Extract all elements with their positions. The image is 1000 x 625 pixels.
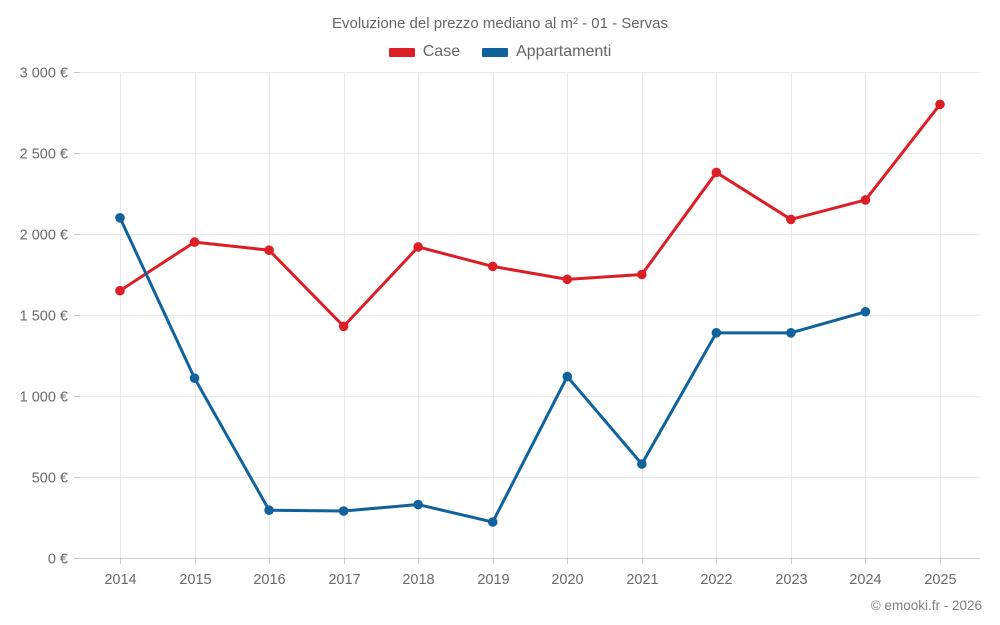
x-tick-label: 2020 [551,572,583,588]
y-tick-label: 1 000 € [20,390,68,406]
x-tick-label: 2018 [402,572,434,588]
x-tick-label: 2025 [924,572,956,588]
legend-label-appartamenti: Appartamenti [516,43,612,60]
x-tick-label: 2016 [253,572,285,588]
data-point-appartamenti[interactable] [711,328,722,338]
data-point-case[interactable] [860,195,871,205]
data-point-appartamenti[interactable] [786,328,796,338]
legend-item-appartamenti[interactable]: Appartamenti [482,43,611,61]
y-axis-tick-labels: 0 € 500 € 1 000 € 1 500 € 2 000 € 2 500 € 3 00… [20,66,68,568]
x-axis-tick-labels: 2014 2015 2016 2017 2018 2019 2020 2021 2022 2023… [104,572,956,588]
x-tick-label: 2022 [700,572,732,588]
data-series-group [115,99,945,527]
y-tick-label: 1 500 € [20,309,68,325]
credit-footer: © emooki.fr - 2026 [870,598,982,613]
y-tick-label: 500 € [32,471,68,487]
data-point-appartamenti[interactable] [487,517,498,527]
data-point-case[interactable] [264,245,274,255]
vertical-gridlines [120,72,941,558]
x-tick-label: 2021 [626,572,658,588]
axis-lines [74,72,980,564]
data-point-appartamenti[interactable] [860,306,871,317]
data-point-appartamenti[interactable] [637,459,647,469]
legend-swatch-case [388,47,415,57]
x-tick-label: 2024 [849,572,881,588]
data-point-case[interactable] [115,285,125,296]
data-point-case[interactable] [487,261,498,272]
data-point-case[interactable] [562,274,573,285]
x-tick-label: 2023 [775,572,807,588]
data-point-appartamenti[interactable] [413,499,423,510]
legend-swatch-appartamenti [482,47,509,57]
data-point-appartamenti[interactable] [115,213,125,223]
legend-item-case[interactable]: Case [388,43,461,61]
y-tick-label: 3 000 € [20,66,68,82]
chart-title: Evoluzione del prezzo mediano al m² - 01… [332,15,668,32]
x-tick-label: 2015 [179,572,211,588]
y-tick-label: 2 000 € [20,228,68,244]
data-point-case[interactable] [637,269,647,280]
legend-label-case: Case [422,43,461,60]
horizontal-gridlines [80,72,980,478]
data-point-appartamenti[interactable] [338,506,349,516]
y-tick-label: 0 € [48,552,68,568]
data-point-case[interactable] [338,321,349,332]
x-tick-label: 2014 [104,572,136,588]
x-tick-label: 2017 [328,572,360,588]
data-point-appartamenti[interactable] [264,505,274,516]
data-point-case[interactable] [189,237,200,247]
data-point-case[interactable] [711,167,722,178]
data-point-case[interactable] [413,242,423,252]
series-line-case [118,102,942,328]
data-point-case[interactable] [935,99,945,110]
chart-legend: Case Appartamenti [0,43,1000,61]
data-point-case[interactable] [786,214,796,225]
data-point-appartamenti[interactable] [562,371,573,382]
x-tick-label: 2019 [477,572,509,588]
y-tick-label: 2 500 € [20,147,68,163]
data-point-appartamenti[interactable] [189,373,200,383]
